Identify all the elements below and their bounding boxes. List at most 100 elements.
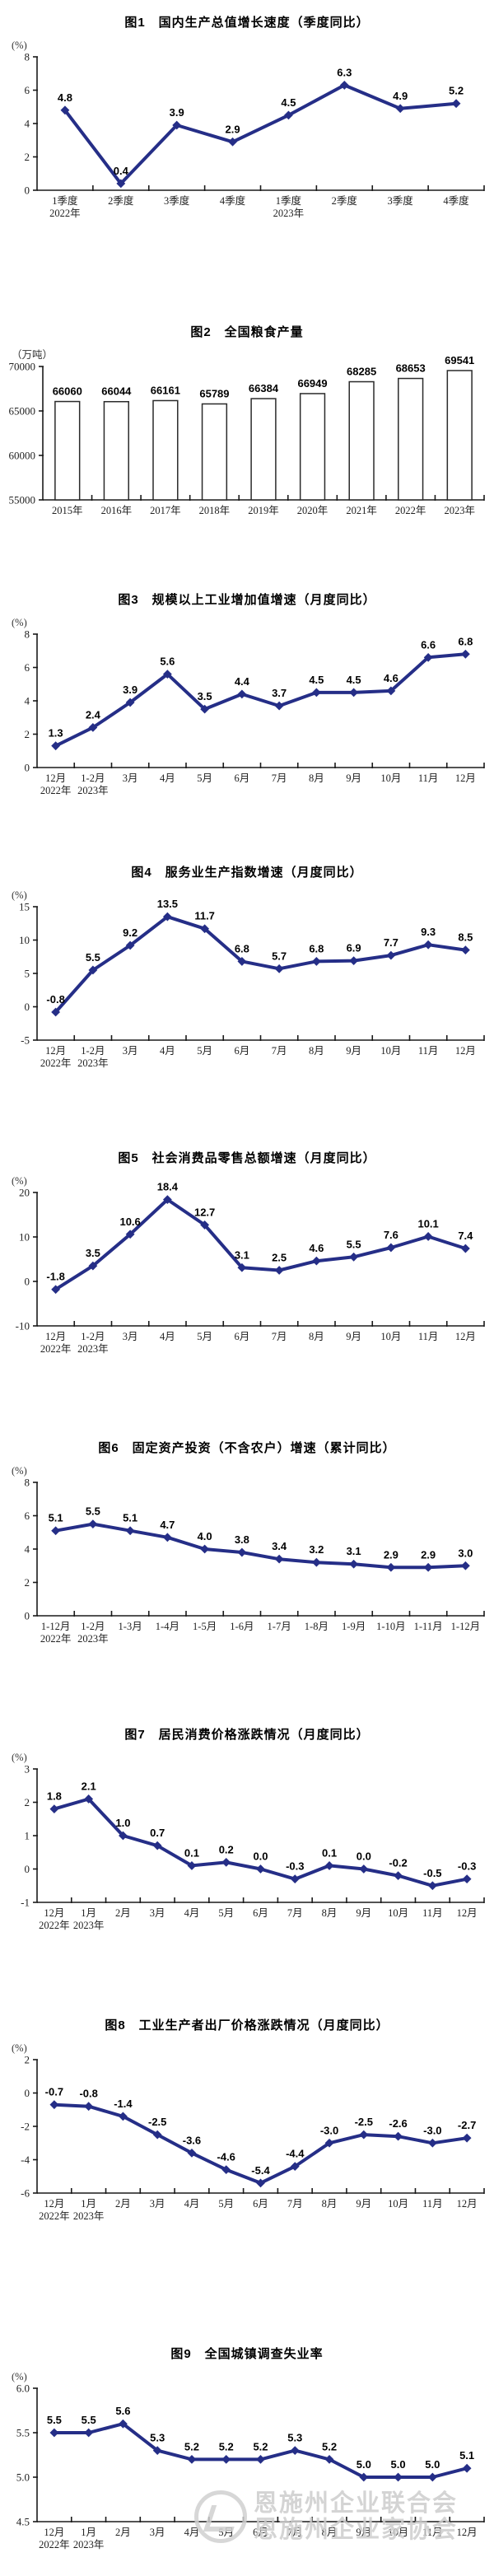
y-tick-label: 4 bbox=[25, 1543, 30, 1556]
y-tick-label: 0 bbox=[25, 762, 30, 774]
chart-fig6: 图6 固定资产投资（不含农户）增速（累计同比） (%) 8 6 4 2 0 1-12月 1-2月… bbox=[0, 1425, 494, 1713]
data-point-label: 13.5 bbox=[157, 898, 178, 910]
x-tick-label: 5月 bbox=[218, 1907, 234, 1919]
data-point-label: 3.1 bbox=[235, 1248, 249, 1261]
x-tick-label: 1-12月 bbox=[41, 1621, 70, 1632]
data-point-marker bbox=[423, 1562, 433, 1572]
data-point-label: 6.8 bbox=[458, 635, 473, 647]
y-tick-label: 3 bbox=[25, 1763, 30, 1776]
chart-canvas-fig8: (%)2 0 -2 -4 -6 12月 1月 2月 3月 4月 5月 6月 7月 8月 9月 10月 11月 12… bbox=[12, 2042, 485, 2222]
x-tick-label: 2季度 bbox=[332, 194, 358, 207]
x-tick-label: 6月 bbox=[234, 1331, 249, 1342]
data-point-label: 1.0 bbox=[115, 1817, 130, 1829]
chart-title-fig5: 图5 社会消费品零售总额增速（月度同比） bbox=[118, 1151, 376, 1165]
x-tick-label: 3月 bbox=[150, 1907, 165, 1919]
data-point-label: 11.7 bbox=[194, 910, 215, 922]
data-point-marker bbox=[386, 1562, 396, 1572]
y-tick-label: 8 bbox=[25, 1477, 30, 1489]
data-point-label: -0.8 bbox=[79, 2088, 97, 2100]
x-tick-label: 1-5月 bbox=[193, 1621, 217, 1632]
x-tick-label: 3月 bbox=[123, 1045, 138, 1057]
data-point-label: -1.4 bbox=[114, 2098, 133, 2110]
data-point-marker bbox=[462, 2133, 472, 2143]
chart-canvas-fig9: (%)6.0 5.5 5.0 4.5 12月 1月 2月 3月 4月 5月 6月 7月 8月 9月 10月 1… bbox=[12, 2371, 485, 2550]
x-tick-label: 6月 bbox=[253, 2527, 268, 2538]
chart-fig1: 图1 国内生产总值增长速度（季度同比） (%) 8 6 4 2 0 1季度 2季度 3季度 4季度 1… bbox=[0, 0, 494, 272]
x-tick-label: 4季度 bbox=[220, 194, 246, 207]
data-point-label: 1.8 bbox=[47, 1790, 62, 1803]
x-tick-label: 12月 bbox=[455, 1331, 476, 1342]
chart-title-fig3: 图3 规模以上工业增加值增速（月度同比） bbox=[118, 593, 376, 607]
y-axis-unit: (%) bbox=[12, 1752, 27, 1763]
year-label: 2023年 bbox=[77, 1057, 109, 1069]
data-point-label: 8.5 bbox=[458, 931, 473, 944]
data-point-label: 5.1 bbox=[459, 2449, 474, 2462]
data-point-marker bbox=[311, 957, 321, 966]
x-tick-label: 12月 bbox=[44, 2527, 64, 2538]
data-point-label: 5.5 bbox=[86, 1505, 100, 1518]
data-point-marker bbox=[359, 2472, 369, 2482]
data-point-marker bbox=[290, 2446, 300, 2455]
x-tick-label: 12月 bbox=[45, 1045, 66, 1057]
x-tick-label: 7月 bbox=[287, 2527, 303, 2538]
data-point-label: 0.1 bbox=[322, 1846, 337, 1859]
data-point-label: 6.8 bbox=[309, 942, 324, 954]
y-axis-unit: (%) bbox=[12, 40, 27, 51]
data-point-label: 4.5 bbox=[347, 674, 361, 686]
data-point-marker bbox=[88, 1519, 98, 1529]
bar bbox=[201, 403, 228, 501]
x-tick-label: 2021年 bbox=[346, 505, 377, 516]
y-tick-label: 5.5 bbox=[16, 2427, 30, 2439]
y-axis-unit: (%) bbox=[12, 2371, 27, 2382]
data-point-marker bbox=[119, 1831, 128, 1841]
x-tick-label: 11月 bbox=[422, 2198, 443, 2210]
x-tick-label: 1-9月 bbox=[342, 1621, 366, 1632]
data-point-marker bbox=[460, 1561, 470, 1570]
data-point-label: 2.4 bbox=[86, 708, 101, 721]
data-point-label: 5.2 bbox=[184, 2440, 199, 2452]
data-point-marker bbox=[284, 110, 293, 120]
data-point-label: 1.3 bbox=[49, 727, 63, 740]
data-point-marker bbox=[451, 99, 461, 109]
data-point-label: -0.5 bbox=[423, 1867, 441, 1879]
x-tick-label: 3月 bbox=[123, 772, 138, 784]
year-label: 2023年 bbox=[77, 1633, 109, 1645]
data-point-marker bbox=[200, 924, 210, 934]
data-point-label: -4.4 bbox=[286, 2148, 305, 2160]
year-label: 2023年 bbox=[73, 2539, 105, 2550]
x-tick-label: 2015年 bbox=[52, 505, 83, 516]
data-point-label: 2.1 bbox=[82, 1780, 96, 1792]
chart-canvas-fig4: (%)15 10 5 0 -5 12月 1-2月 3月 4月 5月 6月 7月 8月 9月 10月 11月 12… bbox=[12, 889, 485, 1069]
x-tick-label: 7月 bbox=[272, 1331, 287, 1342]
x-tick-label: 11月 bbox=[422, 1907, 443, 1919]
x-tick-label: 10月 bbox=[388, 1907, 408, 1919]
bar-value-label: 66060 bbox=[53, 385, 82, 398]
x-tick-label: 1-6月 bbox=[230, 1621, 254, 1632]
data-point-label: -2.5 bbox=[355, 2116, 373, 2128]
series-line bbox=[54, 1522, 468, 1570]
data-point-label: 4.0 bbox=[198, 1530, 212, 1542]
bar bbox=[348, 380, 375, 501]
x-tick-label: 1-4月 bbox=[156, 1621, 179, 1632]
chart-canvas-fig5: (%)20 10 0 -10 12月 1-2月 3月 4月 5月 6月 7月 8月 9月 10月 11月 12… bbox=[12, 1175, 485, 1355]
x-tick-label: 2018年 bbox=[199, 505, 231, 516]
chart-fig4: 图4 服务业生产指数增速（月度同比） (%) 15 10 5 0 -5 12月 1-2月 3月 4月… bbox=[0, 848, 494, 1136]
data-point-marker bbox=[172, 120, 182, 130]
x-tick-label: 8月 bbox=[309, 1331, 324, 1342]
data-point-marker bbox=[394, 1871, 403, 1880]
chart-canvas-fig1: (%)8 6 4 2 0 1季度 2季度 3季度 4季度 1季度 2季度 3季度 4季度 2022年 202… bbox=[12, 40, 485, 219]
y-tick-label: 8 bbox=[25, 51, 30, 63]
y-tick-label: 0 bbox=[25, 1610, 30, 1622]
x-tick-label: 7月 bbox=[287, 1907, 303, 1919]
data-point-label: 0.7 bbox=[150, 1827, 165, 1839]
year-label: 2022年 bbox=[40, 1343, 72, 1355]
data-point-label: 5.5 bbox=[47, 2414, 62, 2426]
data-point-label: -2.6 bbox=[389, 2117, 407, 2130]
y-tick-label: 2 bbox=[25, 1576, 30, 1589]
data-point-marker bbox=[274, 1266, 284, 1275]
data-point-label: 3.0 bbox=[458, 1547, 473, 1559]
x-tick-label: 4月 bbox=[184, 2527, 200, 2538]
year-label: 2022年 bbox=[40, 785, 72, 796]
data-point-marker bbox=[349, 956, 359, 966]
data-point-label: 2.9 bbox=[226, 123, 240, 135]
